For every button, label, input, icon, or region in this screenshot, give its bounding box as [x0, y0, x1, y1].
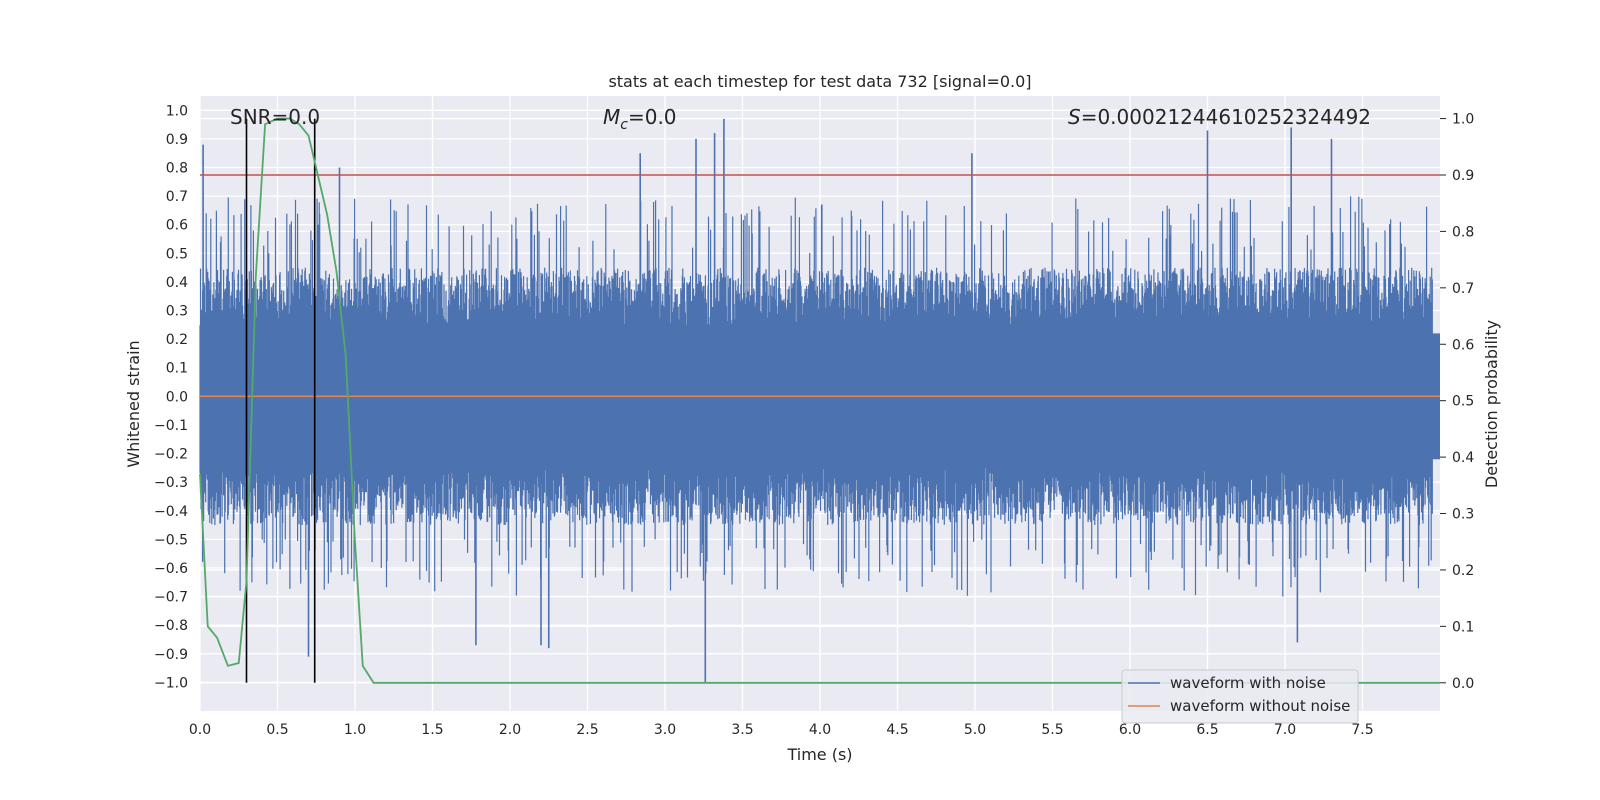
x-tick-label: 6.5	[1196, 722, 1218, 738]
y2-tick-label: 0.6	[1452, 337, 1474, 353]
y-tick-label: −0.3	[154, 475, 188, 491]
legend-box	[1121, 669, 1359, 724]
y-axis-ticks: 1.0 0.9 0.8 0.7 0.6 0.5 0.4 0.3 0.2 0.1 0.0 −0.1 −0.…	[154, 103, 188, 691]
x-tick-label: 4.0	[809, 722, 831, 738]
x-tick-label: 7.5	[1351, 722, 1373, 738]
y-tick-label: −1.0	[154, 675, 188, 691]
y2-tick-label: 0.7	[1452, 281, 1474, 297]
y-tick-label: 1.0	[166, 103, 188, 119]
x-tick-label: 5.0	[964, 722, 986, 738]
y-tick-label: 0.6	[166, 218, 188, 234]
y2-tick-label: 0.9	[1452, 168, 1474, 184]
annotation-chirp-mass-subscript: c	[620, 117, 628, 133]
x-axis-label: Time (s)	[786, 745, 852, 764]
y-tick-label: 0.7	[166, 189, 188, 205]
y-tick-label: 0.5	[166, 246, 188, 262]
y-tick-label: −0.2	[154, 447, 188, 463]
x-tick-label: 3.5	[731, 722, 753, 738]
y2-tick-label: 0.0	[1452, 676, 1474, 692]
annotation-chirp-mass-value: =0.0	[628, 105, 677, 129]
y2-tick-label: 0.1	[1452, 619, 1474, 635]
legend: waveform with noise waveform without noi…	[1121, 669, 1359, 724]
x-tick-label: 1.0	[344, 722, 366, 738]
x-tick-label: 0.5	[266, 722, 288, 738]
y2-axis-ticks: 1.0 0.9 0.8 0.7 0.6 0.5 0.4 0.3 0.2 0.1 0.0	[1440, 112, 1474, 692]
y2-tick-label: 0.8	[1452, 224, 1474, 240]
x-tick-label: 2.5	[576, 722, 598, 738]
y2-tick-label: 0.2	[1452, 563, 1474, 579]
annotation-chirp-mass: Mc=0.0	[603, 105, 677, 133]
y-tick-label: 0.1	[166, 361, 188, 377]
chart-title: stats at each timestep for test data 732…	[608, 72, 1031, 91]
y-tick-label: −0.4	[154, 504, 188, 520]
annotation-score-value: =0.00021244610252324492	[1081, 105, 1371, 129]
annotation-chirp-mass-symbol: M	[603, 105, 620, 129]
y-axis-label: Whitened strain	[124, 340, 143, 467]
y-tick-label: −0.9	[154, 647, 188, 663]
x-tick-label: 5.5	[1041, 722, 1063, 738]
legend-label-noise: waveform with noise	[1170, 674, 1326, 692]
x-tick-label: 4.5	[886, 722, 908, 738]
x-tick-label: 0.0	[189, 722, 211, 738]
y-tick-label: 0.2	[166, 332, 188, 348]
y-tick-label: 0.0	[166, 389, 188, 405]
y2-tick-label: 0.4	[1452, 450, 1474, 466]
y-tick-label: 0.9	[166, 132, 188, 148]
y2-axis-label: Detection probability	[1482, 320, 1501, 488]
x-tick-label: 1.5	[421, 722, 443, 738]
y-tick-label: −0.7	[154, 590, 188, 606]
x-tick-label: 2.0	[499, 722, 521, 738]
annotation-snr: SNR=0.0	[230, 105, 320, 129]
y-tick-label: −0.8	[154, 618, 188, 634]
probability-line	[199, 117, 1440, 684]
x-tick-label: 7.0	[1274, 722, 1296, 738]
y-tick-label: −0.1	[154, 418, 188, 434]
x-tick-label: 3.0	[654, 722, 676, 738]
y2-tick-label: 0.3	[1452, 507, 1474, 523]
annotation-score-symbol: S	[1068, 105, 1081, 129]
y-tick-label: 0.8	[166, 161, 188, 177]
y-tick-label: −0.5	[154, 532, 188, 548]
y2-tick-label: 0.5	[1452, 394, 1474, 410]
y-tick-label: 0.3	[166, 304, 188, 320]
x-axis-ticks: 0.0 0.5 1.0 1.5 2.0 2.5 3.0 3.5 4.0 4.5 5.0 5.5 6.0 6…	[189, 722, 1374, 738]
annotation-score: S=0.00021244610252324492	[1068, 105, 1371, 129]
y2-tick-label: 1.0	[1452, 112, 1474, 128]
x-tick-label: 6.0	[1119, 722, 1141, 738]
y-tick-label: −0.6	[154, 561, 188, 577]
series-detection-probability	[199, 117, 1440, 684]
legend-label-clean: waveform without noise	[1170, 697, 1350, 715]
y-tick-label: 0.4	[166, 275, 188, 291]
